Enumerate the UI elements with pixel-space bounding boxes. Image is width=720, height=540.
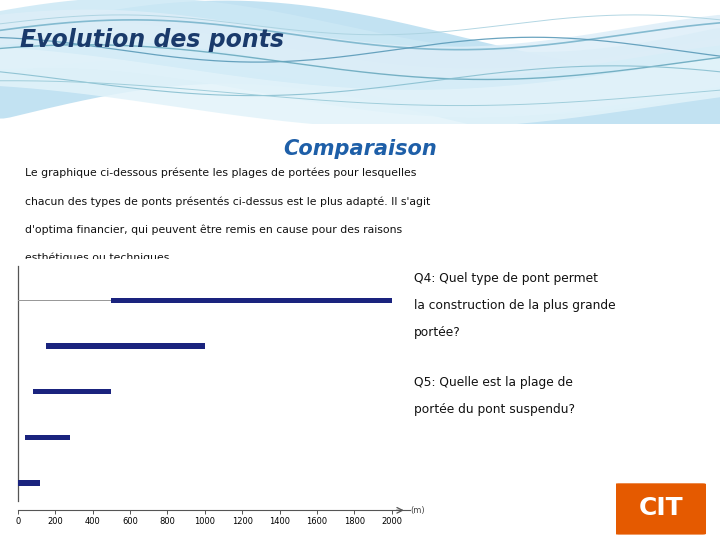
Bar (112, 298, 392, 303)
Text: d'optima financier, qui peuvent être remis en cause pour des raisons: d'optima financier, qui peuvent être rem… (25, 225, 402, 235)
Text: CIT: CIT (639, 496, 683, 520)
Bar (46, 346, 130, 347)
Text: Comparaison: Comparaison (283, 139, 437, 159)
Text: Evolution des ponts: Evolution des ponts (20, 28, 284, 52)
FancyBboxPatch shape (0, 0, 720, 124)
Text: Le graphique ci-dessous présente les plages de portées pour lesquelles: Le graphique ci-dessous présente les pla… (25, 168, 417, 178)
Text: (m): (m) (410, 506, 425, 515)
Bar (46, 343, 205, 349)
Text: portée du pont suspendu?: portée du pont suspendu? (414, 403, 575, 416)
Text: esthétiques ou techniques.: esthétiques ou techniques. (25, 253, 173, 263)
Text: chacun des types de ponts présentés ci-dessus est le plus adapté. Il s'agit: chacun des types de ponts présentés ci-d… (25, 196, 431, 207)
Bar (33, 389, 112, 394)
Bar (18, 480, 40, 485)
Text: Q5: Quelle est la plage de: Q5: Quelle est la plage de (414, 376, 573, 389)
FancyBboxPatch shape (614, 483, 707, 535)
Text: la construction de la plus grande: la construction de la plus grande (414, 299, 616, 312)
Text: portée?: portée? (414, 326, 461, 339)
Bar (25, 435, 71, 440)
Bar (18, 300, 196, 301)
Text: Q4: Quel type de pont permet: Q4: Quel type de pont permet (414, 272, 598, 285)
